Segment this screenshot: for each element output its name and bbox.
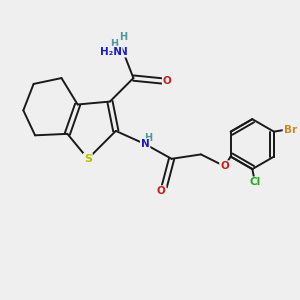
Text: O: O bbox=[220, 161, 229, 171]
Text: Br: Br bbox=[284, 125, 297, 135]
Text: N: N bbox=[119, 47, 128, 57]
Text: H: H bbox=[110, 39, 118, 49]
Text: H: H bbox=[144, 133, 152, 143]
Text: Cl: Cl bbox=[250, 177, 261, 187]
Text: H: H bbox=[119, 32, 127, 42]
Text: O: O bbox=[163, 76, 172, 86]
Text: N: N bbox=[141, 139, 149, 149]
Text: O: O bbox=[157, 186, 166, 196]
Text: H₂N: H₂N bbox=[100, 47, 122, 57]
Text: S: S bbox=[84, 154, 92, 164]
